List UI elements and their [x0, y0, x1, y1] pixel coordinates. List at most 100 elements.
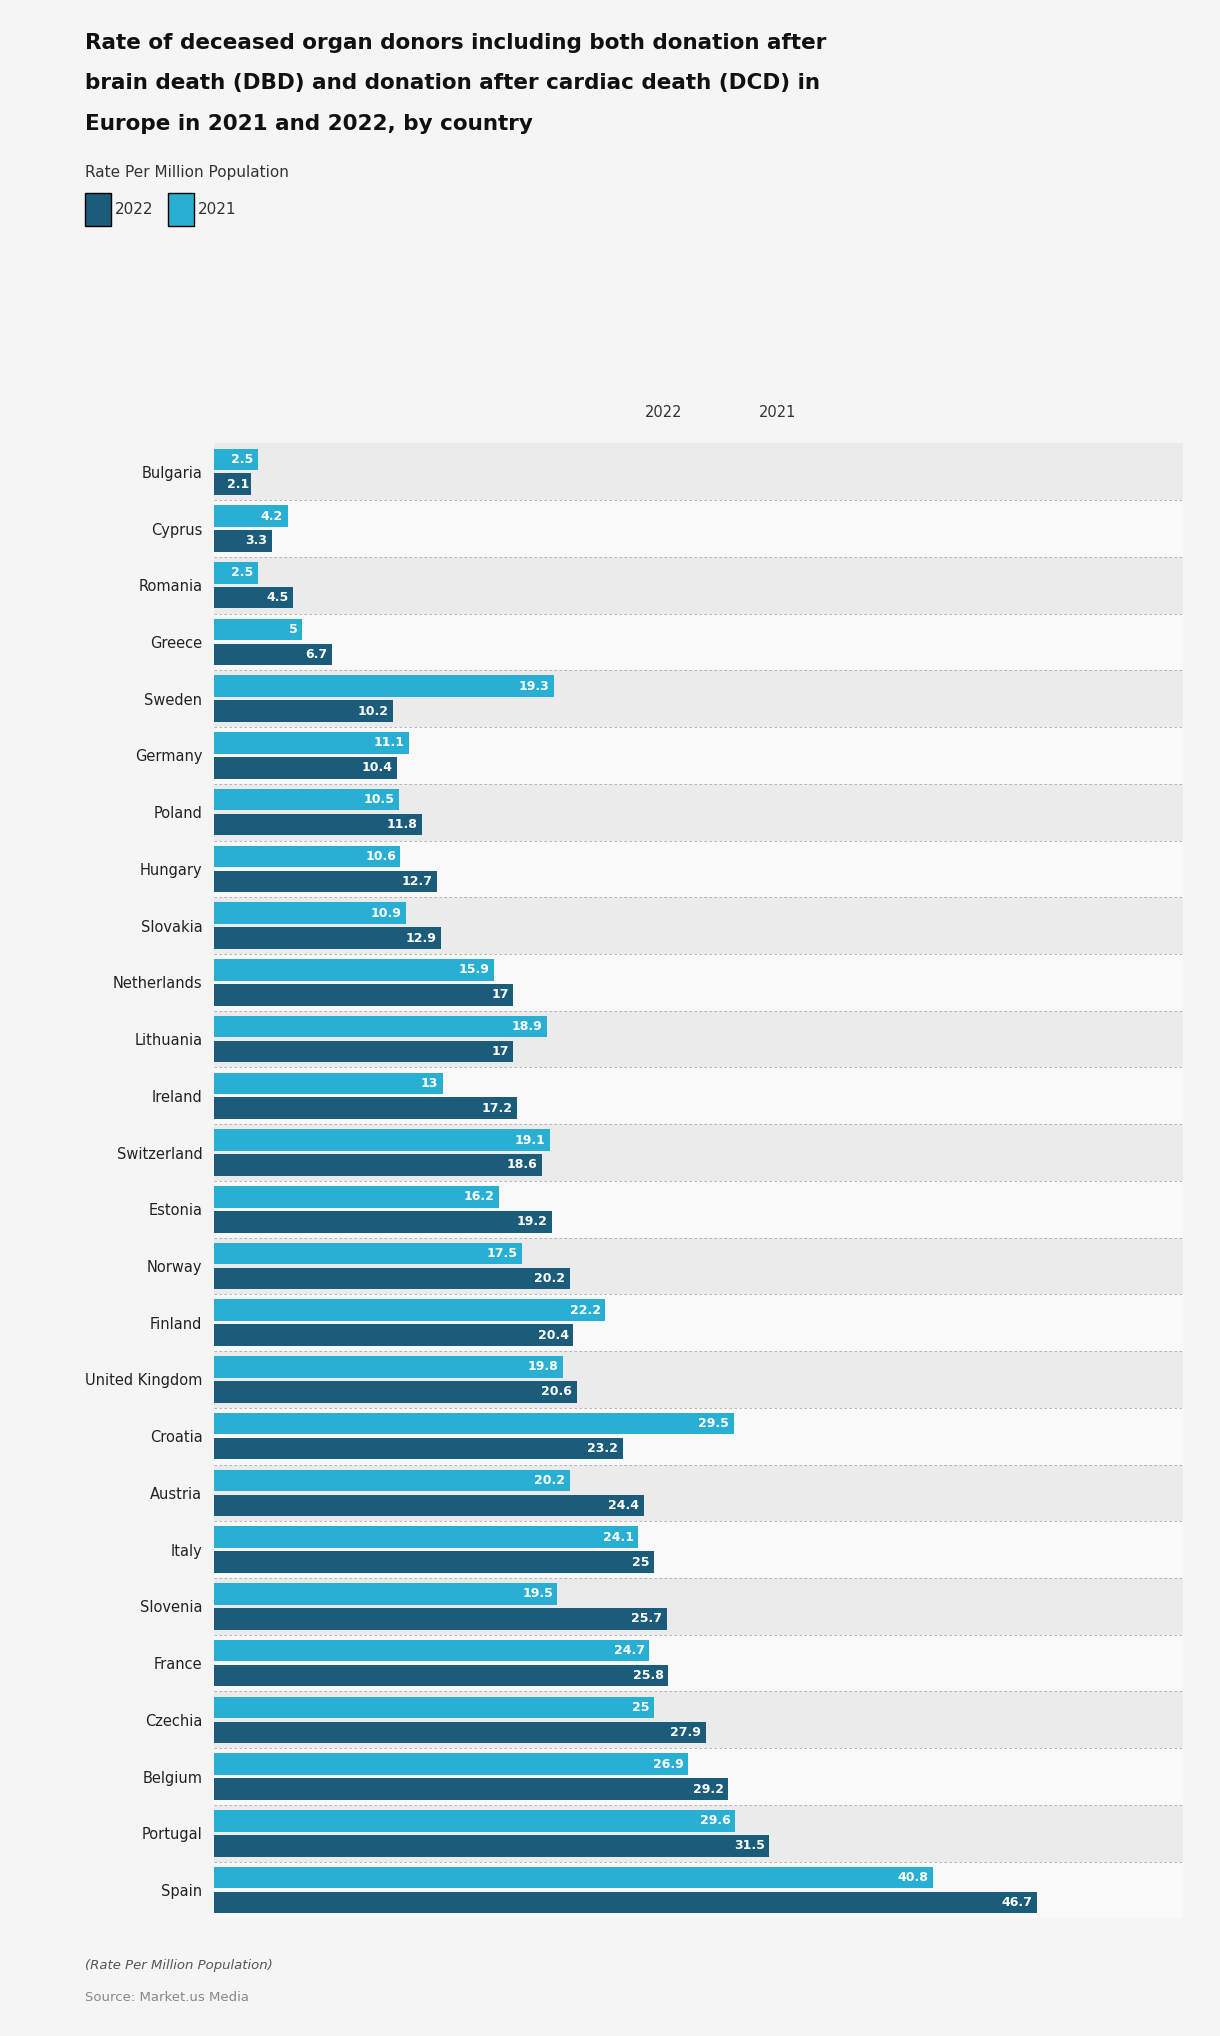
Text: 2022: 2022: [644, 405, 682, 419]
Text: 25.7: 25.7: [631, 1613, 662, 1625]
Text: 20.4: 20.4: [538, 1330, 569, 1342]
Text: 10.9: 10.9: [371, 906, 401, 920]
Text: 17.2: 17.2: [482, 1101, 512, 1116]
Text: 2022: 2022: [115, 202, 154, 218]
Bar: [214, 1722, 705, 1743]
Text: 40.8: 40.8: [898, 1871, 928, 1883]
Text: 46.7: 46.7: [1002, 1896, 1032, 1910]
Bar: [214, 1608, 666, 1629]
Bar: [214, 1356, 562, 1378]
Bar: [214, 1073, 443, 1093]
Bar: [196, 1010, 1220, 1067]
Bar: [196, 501, 1220, 558]
Bar: [196, 1067, 1220, 1124]
Text: 17: 17: [492, 1044, 509, 1059]
Bar: [196, 898, 1220, 955]
Text: 2021: 2021: [198, 202, 237, 218]
Bar: [214, 1211, 553, 1232]
Bar: [214, 676, 554, 696]
Bar: [214, 1380, 577, 1403]
Bar: [214, 1527, 638, 1547]
Text: 19.3: 19.3: [518, 680, 549, 692]
Bar: [196, 1861, 1220, 1918]
Bar: [196, 1124, 1220, 1181]
Bar: [196, 1464, 1220, 1521]
Text: 16.2: 16.2: [464, 1191, 495, 1203]
Bar: [214, 562, 257, 584]
Text: 23.2: 23.2: [587, 1441, 619, 1456]
Bar: [214, 1810, 736, 1832]
Bar: [214, 1323, 573, 1346]
Text: 20.2: 20.2: [534, 1474, 565, 1486]
Text: 26.9: 26.9: [653, 1757, 683, 1771]
Bar: [214, 474, 250, 495]
Text: 10.4: 10.4: [361, 761, 393, 774]
Bar: [214, 1130, 550, 1150]
Bar: [196, 1635, 1220, 1692]
Bar: [214, 700, 393, 723]
Text: 19.5: 19.5: [522, 1588, 553, 1600]
Bar: [196, 727, 1220, 784]
Text: 11.1: 11.1: [373, 737, 405, 749]
Text: 27.9: 27.9: [670, 1727, 702, 1739]
Bar: [196, 1578, 1220, 1635]
Bar: [214, 788, 399, 810]
Bar: [196, 1352, 1220, 1407]
Bar: [214, 1753, 688, 1775]
Bar: [214, 983, 514, 1006]
Bar: [214, 926, 440, 949]
Bar: [214, 814, 422, 835]
Text: 11.8: 11.8: [387, 818, 417, 831]
Text: 10.5: 10.5: [364, 794, 394, 806]
Bar: [214, 1413, 733, 1435]
Text: 19.1: 19.1: [515, 1134, 545, 1146]
Text: 31.5: 31.5: [733, 1839, 765, 1853]
Bar: [214, 1437, 622, 1460]
Bar: [196, 1804, 1220, 1861]
Bar: [214, 1268, 570, 1289]
Text: 22.2: 22.2: [570, 1303, 600, 1317]
Bar: [196, 784, 1220, 841]
Text: 13: 13: [421, 1077, 438, 1089]
Text: 12.7: 12.7: [403, 875, 433, 888]
Bar: [214, 845, 400, 867]
Text: 3.3: 3.3: [245, 535, 267, 548]
Text: (Rate Per Million Population): (Rate Per Million Population): [85, 1959, 273, 1971]
Text: 17.5: 17.5: [487, 1246, 517, 1260]
Text: 10.6: 10.6: [365, 849, 396, 863]
Text: 18.9: 18.9: [511, 1020, 543, 1032]
Text: 19.2: 19.2: [517, 1215, 548, 1228]
Bar: [214, 1639, 649, 1661]
Bar: [196, 1692, 1220, 1749]
Bar: [214, 529, 272, 552]
Bar: [214, 1242, 522, 1264]
Bar: [214, 1040, 514, 1063]
Text: 19.8: 19.8: [527, 1360, 559, 1374]
Text: 24.4: 24.4: [609, 1498, 639, 1513]
Text: 18.6: 18.6: [506, 1158, 537, 1171]
Bar: [214, 1494, 644, 1517]
Bar: [214, 1470, 570, 1490]
Text: 29.6: 29.6: [700, 1814, 731, 1826]
Text: 20.6: 20.6: [542, 1384, 572, 1399]
Text: 2.1: 2.1: [227, 478, 249, 491]
Text: Europe in 2021 and 2022, by country: Europe in 2021 and 2022, by country: [85, 114, 533, 134]
Bar: [196, 1521, 1220, 1578]
Bar: [214, 448, 257, 470]
Bar: [196, 613, 1220, 670]
Text: 25: 25: [632, 1700, 650, 1714]
Bar: [214, 505, 288, 527]
Bar: [214, 1777, 728, 1800]
Bar: [214, 1891, 1037, 1914]
Bar: [196, 1407, 1220, 1464]
Bar: [214, 1665, 669, 1686]
Bar: [196, 955, 1220, 1010]
Text: 24.7: 24.7: [614, 1645, 644, 1657]
Bar: [214, 1299, 605, 1321]
Text: 29.2: 29.2: [693, 1782, 723, 1796]
Text: 2.5: 2.5: [231, 566, 254, 580]
Bar: [214, 1187, 499, 1207]
Text: 12.9: 12.9: [406, 932, 437, 945]
Bar: [214, 757, 396, 778]
Text: Rate of deceased organ donors including both donation after: Rate of deceased organ donors including …: [85, 33, 827, 53]
